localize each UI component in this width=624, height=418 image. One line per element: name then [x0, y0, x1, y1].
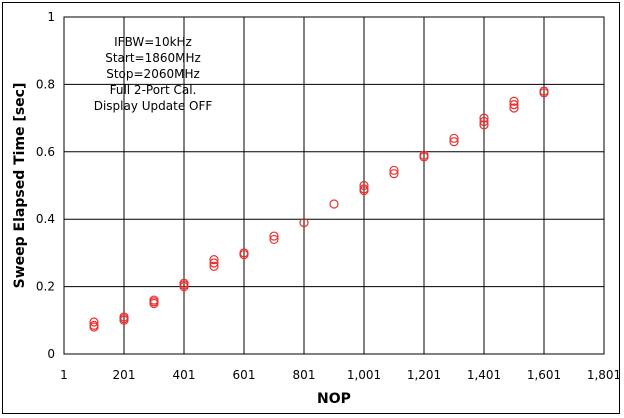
x-axis-title: NOP: [317, 391, 351, 407]
data-point: [479, 113, 489, 123]
data-point: [209, 255, 219, 265]
data-point: [509, 100, 519, 110]
data-point: [299, 217, 309, 228]
x-tick-label: 201: [113, 368, 136, 382]
x-tick-label: 801: [293, 368, 316, 382]
data-point: [89, 320, 99, 330]
y-tick-label: 0.8: [36, 77, 55, 91]
annotation-block: IFBW=10kHz Start=1860MHz Stop=2060MHz Full …: [94, 35, 213, 113]
data-point: [419, 150, 429, 160]
data-point: [209, 258, 219, 268]
x-tick-label: 401: [173, 368, 196, 382]
y-tick-label: 0.2: [36, 280, 55, 294]
x-tick-label: 1,401: [467, 368, 501, 382]
data-point: [389, 169, 399, 179]
annotation-line: Start=1860MHz: [105, 51, 201, 65]
data-point: [359, 184, 369, 194]
data-point: [449, 133, 459, 143]
data-point: [119, 312, 129, 322]
data-point: [539, 86, 549, 96]
data-point: [359, 180, 369, 191]
data-point: [269, 234, 279, 245]
data-point: [89, 317, 99, 327]
data-point: [509, 103, 519, 113]
data-point: [209, 261, 219, 271]
data-point: [329, 199, 339, 209]
annotation-line: Full 2-Port Cal.: [110, 83, 197, 97]
data-point: [449, 137, 459, 147]
x-tick-label: 1,601: [527, 368, 561, 382]
y-tick-label: 0.4: [36, 212, 55, 226]
y-tick-label: 0.6: [36, 145, 55, 159]
y-tick-label: 1: [47, 10, 55, 24]
x-tick-label: 1: [60, 368, 68, 382]
x-tick-label: 601: [233, 368, 256, 382]
x-tick-label: 1,201: [407, 368, 441, 382]
y-axis-title: Sweep Elapsed Time [sec]: [12, 83, 28, 289]
annotation-line: Display Update OFF: [94, 99, 213, 113]
x-tick-label: 1,801: [587, 368, 621, 382]
data-point: [479, 116, 489, 127]
data-point: [269, 231, 279, 241]
annotation-line: IFBW=10kHz: [114, 35, 192, 49]
data-points: [89, 86, 549, 332]
chart-frame: [2, 2, 620, 414]
y-tick-label: 0: [47, 347, 55, 361]
data-point: [179, 278, 189, 288]
data-point: [239, 248, 249, 258]
y-tick-labels: 0 0.2 0.4 0.6 0.8 1: [36, 10, 55, 361]
data-point: [389, 165, 399, 175]
data-point: [149, 295, 159, 305]
data-point: [479, 120, 489, 130]
data-point: [509, 96, 519, 106]
x-tick-labels: 1 201 401 601 801 1,001 1,201 1,401 1,601 1,801: [60, 368, 621, 382]
x-tick-label: 1,001: [347, 368, 381, 382]
annotation-line: Stop=2060MHz: [106, 67, 200, 81]
plot-area: [63, 16, 605, 355]
